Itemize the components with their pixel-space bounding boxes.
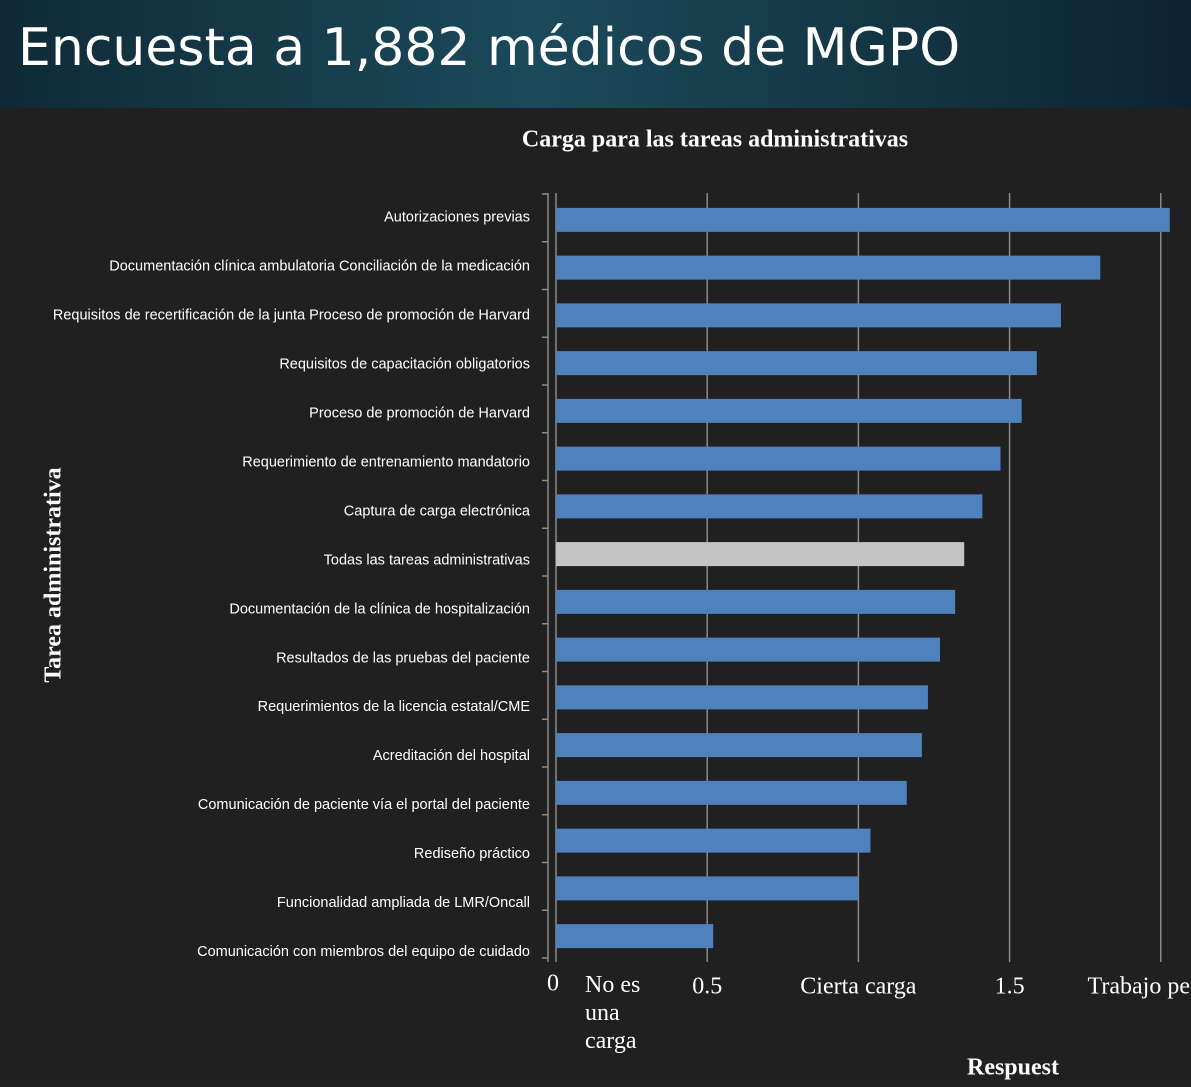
y-tick-label: Documentación clínica ambulatoria Concil… xyxy=(109,259,530,275)
y-tick-label: Funcionalidad ampliada de LMR/Oncall xyxy=(277,895,530,911)
bar xyxy=(556,351,1037,376)
x-axis-label: Respuest xyxy=(967,1055,1059,1081)
x-tick-label: 0.5 xyxy=(692,974,722,1000)
y-tick-label: Captura de carga electrónica xyxy=(344,503,531,519)
bar xyxy=(556,255,1101,280)
bar xyxy=(556,446,1001,471)
y-tick-label: Requisitos de capacitación obligatorios xyxy=(279,357,530,373)
bar xyxy=(556,828,871,853)
bar xyxy=(556,589,956,614)
y-axis-label: Tarea administrativa xyxy=(41,467,67,682)
bar xyxy=(556,542,965,567)
bar xyxy=(556,637,941,662)
header: Encuesta a 1,882 médicos de MGPO xyxy=(0,0,1191,108)
y-tick-label: Proceso de promoción de Harvard xyxy=(309,406,530,422)
y-tick-label: Acreditación del hospital xyxy=(373,748,530,764)
x-tick-label: Trabajo pesado xyxy=(1088,974,1191,1000)
y-tick-label: Autorizaciones previas xyxy=(384,210,530,226)
y-tick-label: Todas las tareas administrativas xyxy=(324,552,530,568)
x-tick-label: 1.5 xyxy=(995,974,1025,1000)
x-tick-label: 0 xyxy=(547,971,559,997)
y-tick-label: Comunicación de paciente vía el portal d… xyxy=(198,797,530,813)
bar xyxy=(556,733,922,758)
y-tick-label: Resultados de las pruebas del paciente xyxy=(276,650,530,666)
bar xyxy=(556,494,983,519)
bar xyxy=(556,685,928,710)
x-tick-label: Cierta carga xyxy=(800,974,917,1000)
y-tick-label: Requisitos de recertificación de la junt… xyxy=(53,308,530,324)
y-tick-label: Rediseño práctico xyxy=(414,846,530,862)
chart-title: Carga para las tareas administrativas xyxy=(522,127,908,153)
y-tick-label: Documentación de la clínica de hospitali… xyxy=(229,601,530,617)
bar xyxy=(556,876,859,901)
y-tick-label: Comunicación con miembros del equipo de … xyxy=(197,944,530,960)
y-tick-label: Requerimientos de la licencia estatal/CM… xyxy=(258,699,531,715)
bar xyxy=(556,398,1022,423)
bar xyxy=(556,207,1170,232)
bar xyxy=(556,924,714,949)
annotation: No es una carga xyxy=(585,972,641,1054)
y-tick-label: Requerimiento de entrenamiento mandatori… xyxy=(242,454,530,470)
header-title: Encuesta a 1,882 médicos de MGPO xyxy=(18,18,961,78)
bar xyxy=(556,303,1061,328)
bar xyxy=(556,780,907,805)
